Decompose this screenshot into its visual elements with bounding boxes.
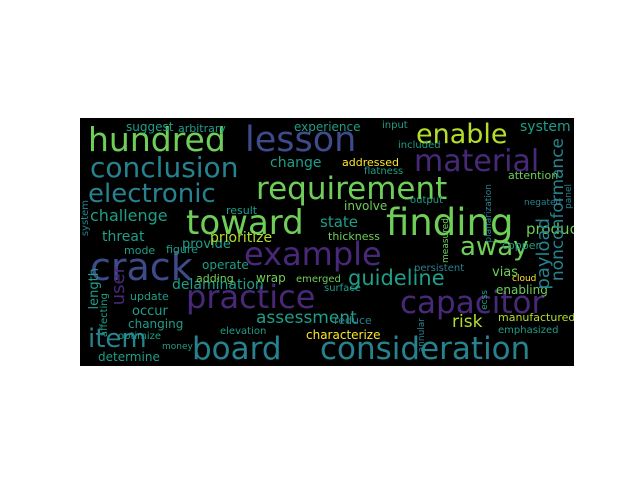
cloud-word-cloud: cloud (512, 274, 537, 284)
cloud-word-guideline: guideline (348, 266, 445, 290)
cloud-word-output: output (410, 195, 443, 206)
cloud-word-negated: negated (524, 198, 562, 208)
cloud-word-operate: operate (202, 258, 249, 272)
cloud-word-enabling: enabling (496, 283, 548, 297)
cloud-word-prioritize: prioritize (210, 230, 273, 246)
cloud-word-finding: finding (386, 201, 514, 244)
cloud-word-adding: adding (196, 272, 234, 285)
cloud-word-risk: risk (452, 312, 483, 332)
cloud-word-figure: figure (166, 243, 198, 256)
cloud-word-vertical-user: user (108, 266, 129, 306)
cloud-word-optimize: optimize (118, 331, 162, 342)
cloud-word-vertical-system: system (80, 200, 91, 237)
cloud-word-money: money (162, 342, 193, 352)
cloud-word-vertical-panel: panel (564, 184, 574, 209)
cloud-word-elevation: elevation (220, 326, 267, 337)
cloud-word-vertical-payload: payload (533, 218, 554, 290)
cloud-word-characterize: characterize (306, 328, 381, 342)
cloud-word-system: system (520, 119, 571, 135)
cloud-word-away: away (460, 232, 529, 262)
cloud-word-electronic: electronic (88, 179, 216, 209)
cloud-word-wrap: wrap (256, 271, 286, 285)
cloud-word-hundred: hundred (88, 120, 226, 159)
cloud-word-item: item (88, 324, 147, 354)
cloud-word-provide: provide (182, 237, 231, 252)
cloud-word-changing: changing (128, 317, 184, 331)
cloud-word-crack: crack (90, 245, 193, 289)
cloud-word-practice: practice (186, 278, 316, 316)
cloud-word-product: product (526, 220, 574, 238)
cloud-word-consideration: consideration (320, 331, 531, 366)
cloud-word-board: board (192, 331, 282, 366)
cloud-word-conclusion: conclusion (90, 151, 239, 184)
cloud-word-vertical-affecting: affecting (99, 293, 110, 338)
cloud-word-vias: vias (492, 265, 519, 280)
cloud-word-vertical-measured: measured (441, 218, 451, 263)
cloud-word-emphasized: emphasized (498, 325, 559, 336)
cloud-word-manufactured: manufactured (498, 311, 574, 324)
cloud-word-enable: enable (416, 119, 508, 150)
cloud-word-result: result (226, 204, 258, 217)
cloud-word-challenge: challenge (90, 206, 168, 225)
cloud-word-experience: experience (294, 120, 361, 134)
cloud-word-arbitrary: arbitrary (178, 122, 226, 135)
cloud-word-threat: threat (102, 229, 145, 245)
cloud-word-emerged: emerged (296, 274, 341, 285)
cloud-word-vertical-ecss: ecss (480, 290, 490, 310)
cloud-word-input: input (382, 120, 408, 131)
cloud-word-capacitor: capacitor (400, 285, 545, 321)
cloud-word-lesson: lesson (245, 120, 357, 160)
cloud-word-change: change (270, 155, 322, 171)
cloud-word-toward: toward (186, 203, 304, 243)
cloud-word-copper: copper (502, 239, 541, 252)
cloud-word-material: material (414, 144, 540, 179)
cloud-word-addressed: addressed (342, 156, 399, 169)
cloud-word-attention: attention (508, 169, 559, 182)
word-cloud: hundred lesson enable system conclusion mater… (80, 118, 574, 366)
cloud-word-delamination: delamination (172, 277, 264, 293)
cloud-word-mode: mode (124, 244, 156, 257)
cloud-word-flatness: flatness (364, 166, 404, 177)
cloud-word-occur: occur (132, 304, 168, 319)
cloud-word-example: example (244, 235, 382, 273)
cloud-word-vertical-annular: annular (417, 318, 427, 353)
cloud-word-vertical-planarization: planarization (484, 184, 494, 243)
cloud-word-included: included (398, 140, 441, 151)
cloud-word-requirement: requirement (256, 171, 448, 207)
cloud-word-involve: involve (344, 199, 388, 213)
cloud-word-surface: surface (324, 283, 361, 294)
cloud-word-thickness: thickness (328, 230, 380, 243)
cloud-word-persistent: persistent (414, 263, 465, 274)
cloud-word-suggest: suggest (126, 120, 174, 134)
cloud-word-assessment: assessment (256, 308, 357, 328)
cloud-word-state: state (320, 213, 358, 231)
cloud-word-update: update (130, 290, 169, 303)
cloud-word-determine: determine (98, 350, 160, 364)
cloud-word-reduce: reduce (334, 314, 372, 327)
